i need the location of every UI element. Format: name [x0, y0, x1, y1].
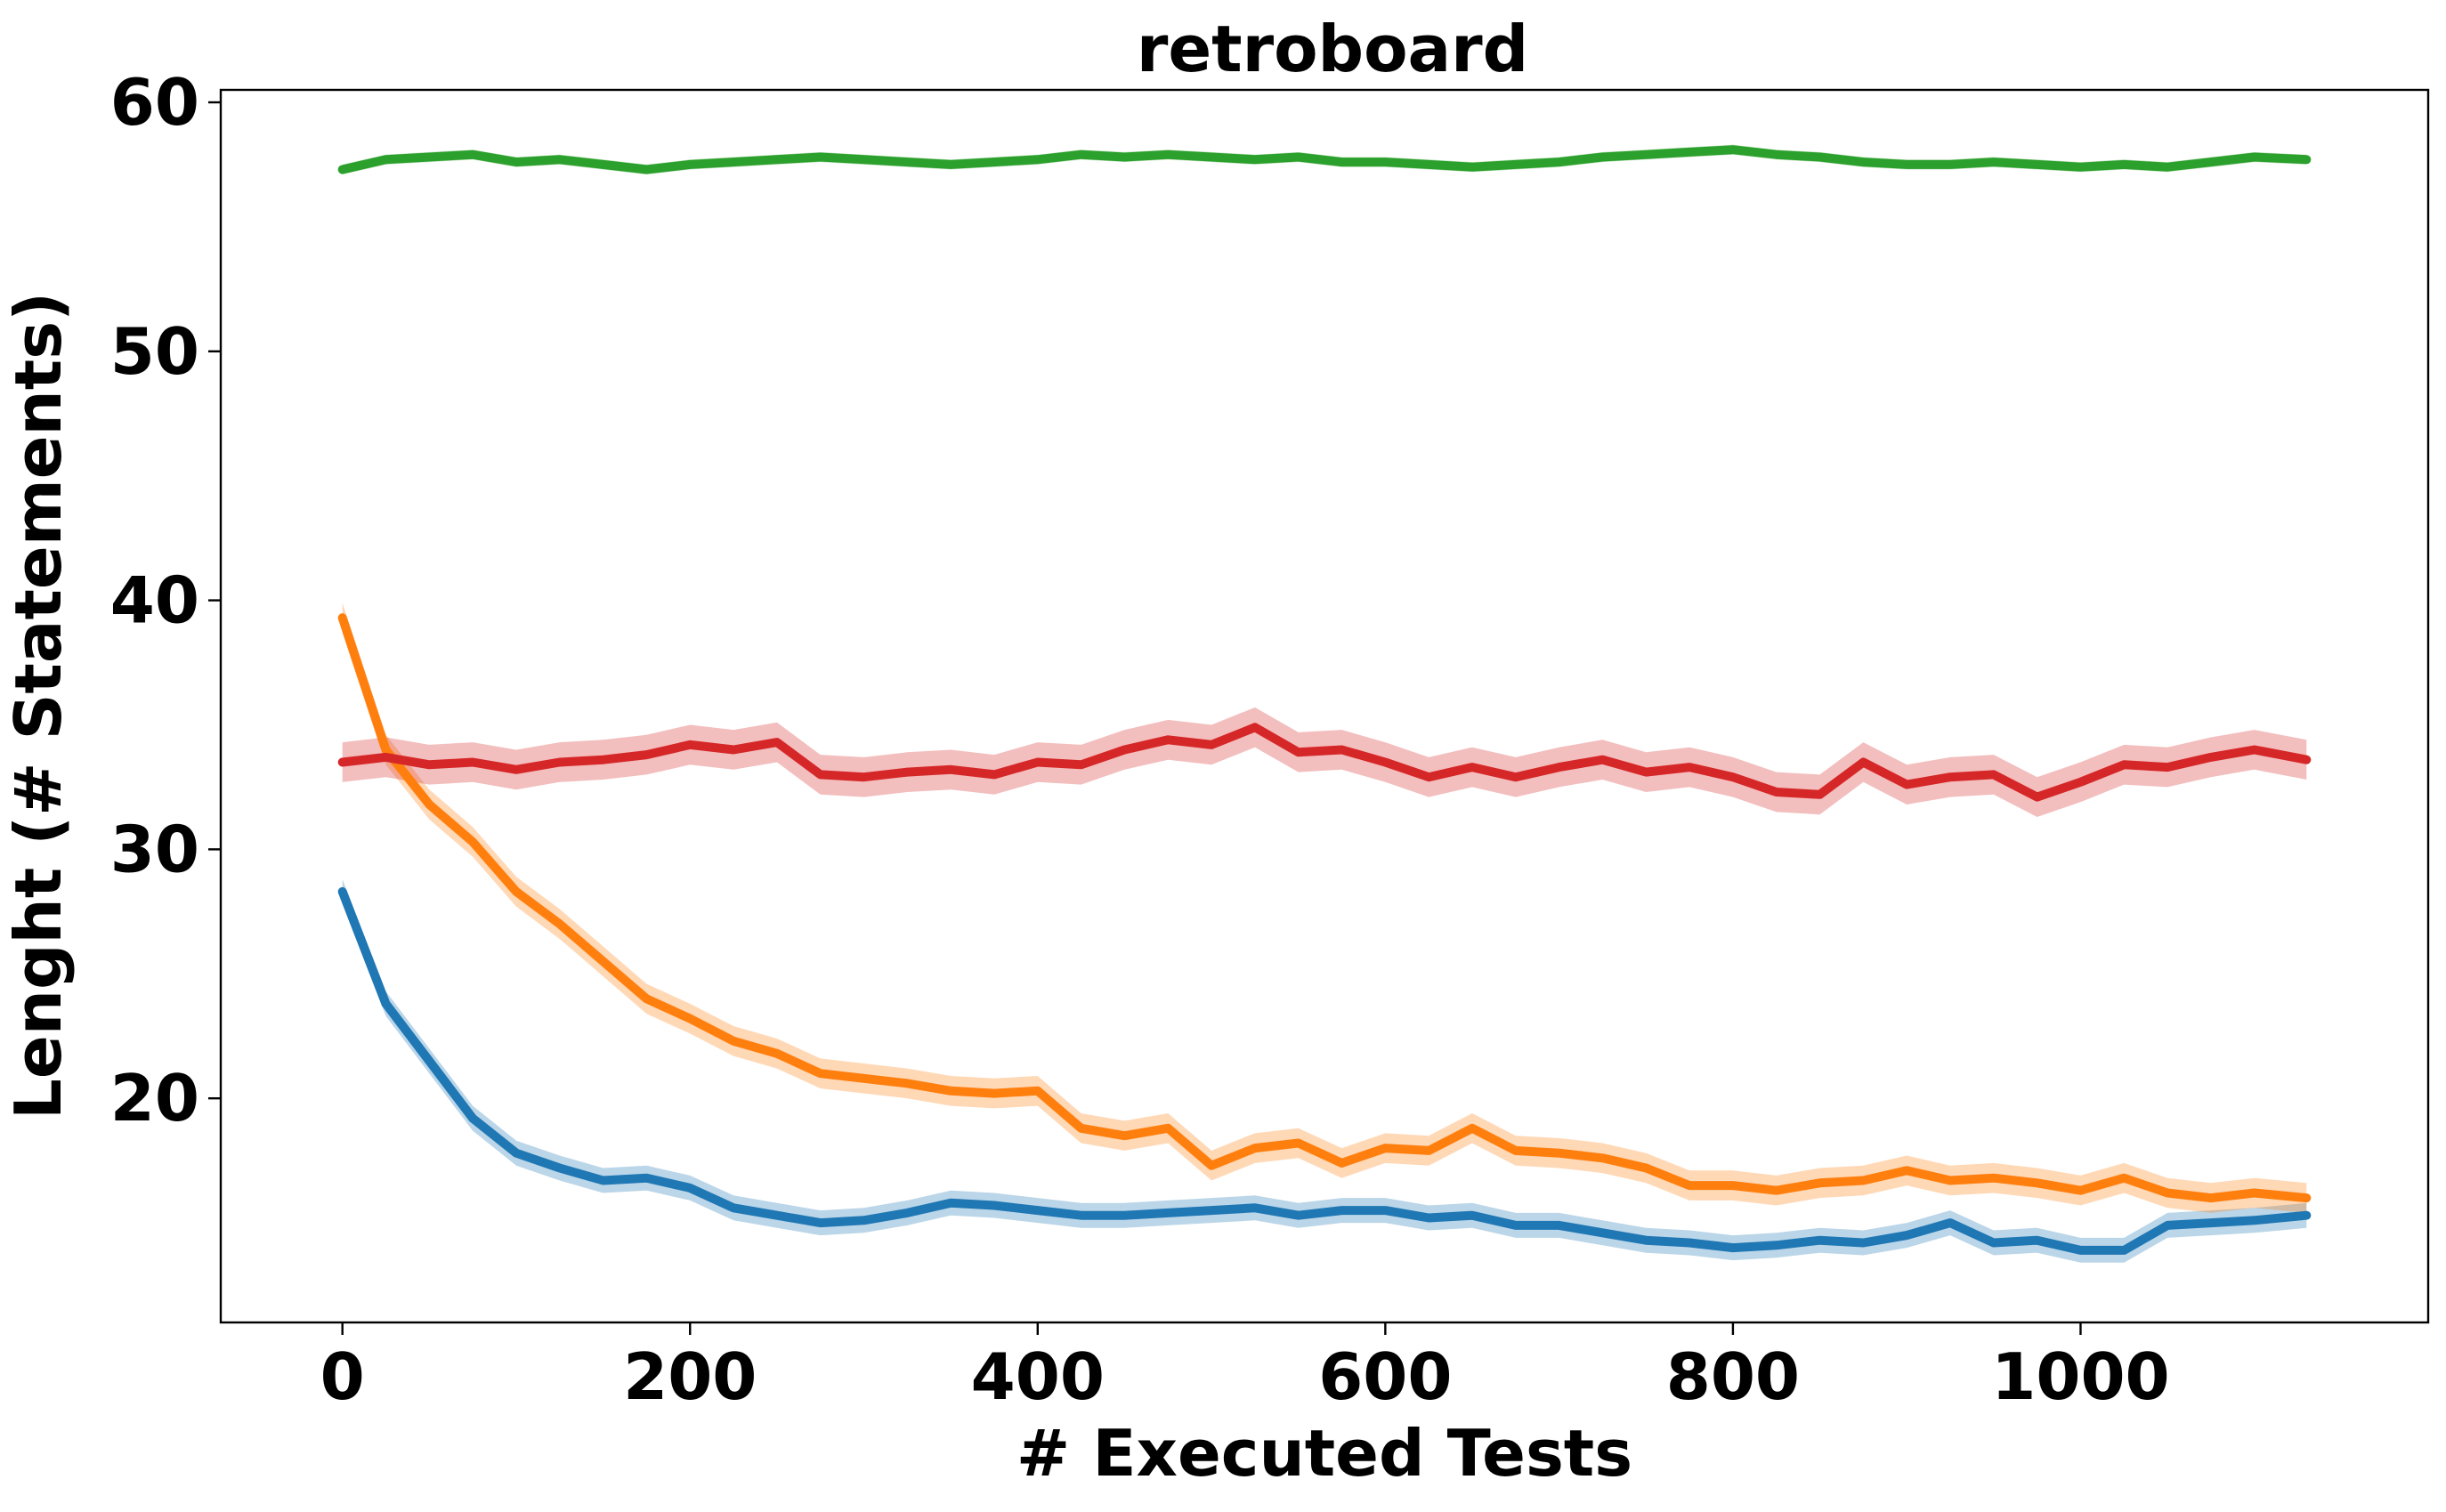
- y-tick-label: 30: [110, 812, 199, 886]
- y-tick-label: 40: [110, 563, 199, 638]
- x-tick-label: 600: [1318, 1339, 1452, 1414]
- x-axis-ticks: 0 200 400 600 800 1000: [320, 1322, 2170, 1414]
- y-axis-ticks: 20 30 40 50 60: [110, 65, 221, 1136]
- x-tick-label: 0: [320, 1339, 365, 1414]
- series-3-line: [337, 145, 2312, 174]
- x-axis-label: # Executed Tests: [1016, 1416, 1632, 1491]
- series-1-band: [342, 879, 2307, 1263]
- series-4-line: [337, 723, 2312, 802]
- y-axis-label: Lenght (# Statements): [1, 292, 76, 1120]
- x-tick-label: 200: [623, 1339, 757, 1414]
- series-lines: [337, 145, 2312, 1255]
- y-tick-label: 60: [110, 65, 199, 140]
- plot-frame: [219, 88, 2430, 1324]
- y-tick-label: 20: [110, 1061, 199, 1136]
- x-tick-label: 400: [971, 1339, 1105, 1414]
- series-2-line: [337, 613, 2312, 1203]
- chart-title: retroboard: [1137, 12, 1528, 86]
- series-4-band: [342, 707, 2307, 817]
- y-tick-label: 50: [110, 314, 199, 389]
- x-tick-label: 800: [1666, 1339, 1800, 1414]
- series-2-band: [342, 602, 2307, 1213]
- confidence-bands: [342, 144, 2307, 1263]
- x-tick-label: 1000: [1991, 1339, 2169, 1414]
- series-1-line: [337, 886, 2312, 1255]
